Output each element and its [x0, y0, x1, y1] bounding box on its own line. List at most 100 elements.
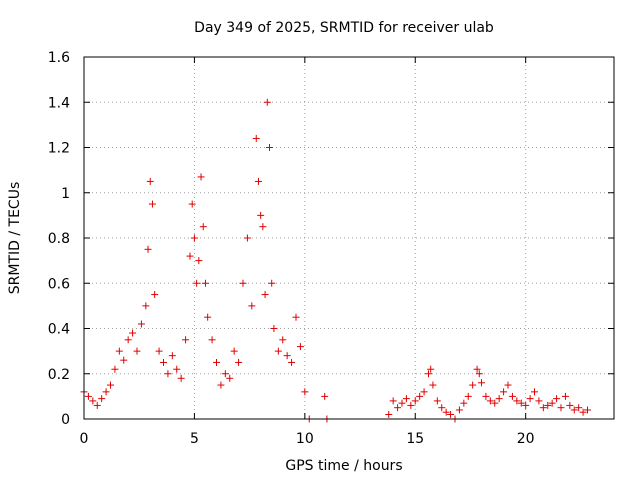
- data-point: [407, 401, 415, 409]
- data-point: [129, 329, 137, 337]
- data-point: [425, 370, 432, 378]
- y-tick-label: 0.6: [48, 276, 70, 292]
- data-point: [168, 352, 176, 360]
- data-point: [213, 358, 220, 366]
- data-point: [243, 234, 251, 242]
- tick-layer: [83, 56, 614, 420]
- data-point: [464, 392, 472, 400]
- data-point: [254, 177, 262, 185]
- data-point: [201, 279, 209, 287]
- data-point: [274, 347, 282, 355]
- data-point: [544, 401, 552, 409]
- data-point: [539, 404, 547, 412]
- data-point: [261, 291, 269, 299]
- data-point: [190, 234, 198, 242]
- data-point: [469, 381, 477, 389]
- data-point: [566, 401, 574, 409]
- data-point: [296, 343, 304, 351]
- data-point: [124, 336, 132, 344]
- data-point: [182, 336, 190, 344]
- chart-title: Day 349 of 2025, SRMTID for receiver ula…: [194, 20, 494, 36]
- data-point: [151, 291, 159, 299]
- data-point: [217, 381, 225, 389]
- data-point: [226, 374, 234, 382]
- data-point: [107, 381, 114, 389]
- data-point: [199, 223, 207, 231]
- data-point: [102, 388, 110, 396]
- data-point: [288, 358, 296, 366]
- data-point: [427, 365, 435, 373]
- data-point: [478, 379, 485, 387]
- data-point: [197, 173, 205, 181]
- data-point: [433, 397, 441, 405]
- data-point: [148, 200, 156, 208]
- data-point: [248, 302, 256, 310]
- data-point: [486, 397, 494, 405]
- data-point: [193, 279, 201, 287]
- y-tick-label: 0.2: [48, 367, 70, 383]
- data-point: [535, 397, 543, 405]
- data-point: [235, 358, 243, 366]
- data-point: [508, 392, 516, 400]
- data-point: [398, 399, 406, 407]
- data-point: [385, 410, 393, 418]
- data-point: [177, 374, 185, 382]
- data-point: [257, 211, 265, 219]
- data-point: [447, 410, 455, 418]
- data-point: [455, 406, 463, 414]
- data-point: [438, 404, 446, 412]
- data-point: [160, 358, 167, 366]
- points-layer: [80, 98, 591, 423]
- y-tick-label: 1.4: [48, 95, 70, 111]
- data-point: [570, 406, 578, 414]
- data-point: [283, 352, 291, 360]
- x-tick-label: 20: [517, 431, 535, 447]
- data-point: [133, 347, 141, 355]
- data-point: [531, 388, 538, 396]
- data-point: [188, 200, 196, 208]
- data-point: [491, 399, 499, 407]
- data-point: [495, 395, 503, 403]
- data-point: [429, 381, 437, 389]
- data-point: [266, 144, 273, 151]
- data-point: [522, 401, 530, 409]
- data-point: [204, 313, 212, 321]
- data-point: [416, 392, 424, 400]
- data-point: [268, 279, 276, 287]
- y-tick-label: 1.6: [48, 50, 70, 66]
- data-point: [517, 399, 525, 407]
- data-point: [221, 370, 229, 378]
- x-tick-label: 15: [406, 431, 424, 447]
- data-point: [155, 347, 163, 355]
- data-point: [292, 313, 300, 321]
- x-tick-label: 0: [80, 431, 89, 447]
- data-point: [460, 399, 468, 407]
- data-point: [259, 223, 267, 231]
- label-layer: 0 0.2 0.4 0.6 0.8 1 1.2 1.4 1.6 0 5 10 15 20: [48, 50, 535, 447]
- data-point: [270, 325, 278, 332]
- data-point: [579, 408, 587, 416]
- data-point: [142, 302, 150, 310]
- data-point: [584, 406, 591, 414]
- data-point: [263, 98, 271, 106]
- data-point: [473, 365, 481, 373]
- y-tick-label: 1: [61, 186, 70, 202]
- data-point: [173, 365, 181, 373]
- y-axis-label: SRMTID / TECUs: [7, 182, 23, 295]
- data-point: [195, 257, 203, 265]
- data-point: [548, 399, 556, 407]
- data-point: [111, 365, 119, 373]
- data-point: [230, 347, 238, 355]
- data-point: [137, 320, 145, 328]
- data-point: [561, 392, 569, 400]
- data-point: [475, 370, 483, 378]
- data-point: [420, 388, 428, 396]
- x-tick-label: 5: [190, 431, 199, 447]
- data-point: [557, 404, 565, 412]
- data-point: [186, 252, 194, 260]
- y-tick-label: 0.4: [48, 322, 70, 338]
- data-point: [93, 401, 101, 409]
- data-point: [208, 336, 216, 344]
- data-point: [504, 381, 512, 389]
- data-point: [553, 395, 561, 403]
